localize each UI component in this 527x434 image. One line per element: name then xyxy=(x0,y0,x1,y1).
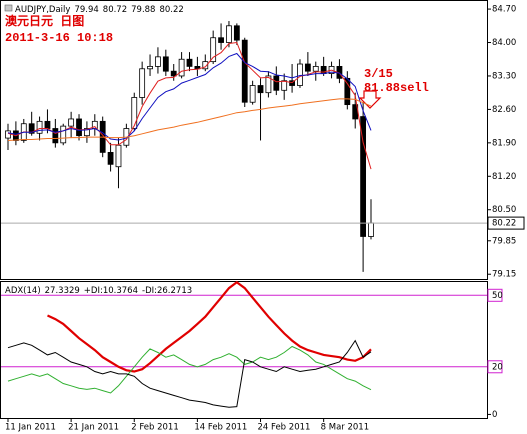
x-tick-label: 24 Feb 2011 xyxy=(258,423,311,433)
candle-body xyxy=(289,80,295,86)
candle-body xyxy=(226,25,232,43)
candle-body xyxy=(162,56,169,72)
candle-body xyxy=(115,144,122,168)
x-tick-label: 14 Feb 2011 xyxy=(194,423,247,433)
candle-body xyxy=(107,151,114,165)
candle-body xyxy=(344,77,351,106)
candle-body xyxy=(257,85,264,94)
symbol-title: AUDJPY,Daily xyxy=(15,5,70,15)
y-tick-label: 84.00 xyxy=(492,38,516,48)
y-tick-label: 81.20 xyxy=(492,172,516,182)
candle-body xyxy=(170,70,177,77)
candle-body xyxy=(131,97,138,129)
legend-name: ADX(14) xyxy=(5,286,41,296)
y-tick-label: 50 xyxy=(492,291,503,301)
candle-body xyxy=(44,120,51,129)
x-tick-label: 8 Mar 2011 xyxy=(321,423,369,433)
candle-body xyxy=(28,123,35,134)
legend-value: 10.3764 xyxy=(103,286,138,296)
candle-body xyxy=(368,222,374,237)
x-tick-label: 21 Jan 2011 xyxy=(68,423,119,433)
series-line xyxy=(7,345,372,394)
candle-body xyxy=(202,61,209,70)
level-box xyxy=(487,288,503,302)
y-tick-label: 84.70 xyxy=(492,5,516,15)
candle-body xyxy=(297,63,303,86)
candle-body xyxy=(312,66,319,72)
indicator-panel xyxy=(0,281,488,419)
annotation: 澳元日元 日图 xyxy=(5,13,84,29)
symbol-icon xyxy=(4,4,13,12)
candle-body xyxy=(147,66,153,70)
candle-body xyxy=(265,75,272,94)
series-line xyxy=(7,52,372,141)
current-price-box xyxy=(487,216,525,230)
candle-body xyxy=(155,56,161,67)
chart-header: AUDJPY,Daily 79.94 80.72 79.88 80.22 xyxy=(15,5,184,15)
indicator-legend: ADX(14) 27.3329 +DI:10.3764 -DI:26.2713 xyxy=(5,286,192,296)
current-price-label: 80.22 xyxy=(492,219,516,229)
candle-body xyxy=(52,128,59,144)
legend-value: 27.3329 xyxy=(45,286,80,296)
legend-value: 26.2713 xyxy=(157,286,192,296)
candle-body xyxy=(281,80,288,91)
level-box xyxy=(487,360,503,374)
y-tick-label: 0 xyxy=(492,410,497,420)
candle-body xyxy=(210,37,217,63)
y-tick-label: 20 xyxy=(492,362,503,372)
candle-body xyxy=(36,120,43,134)
x-tick-label: 2 Feb 2011 xyxy=(131,423,179,433)
candle-body xyxy=(273,75,280,91)
candle-body xyxy=(249,85,256,103)
candle-body xyxy=(360,116,367,237)
candle-body xyxy=(84,128,90,137)
legend-name: -DI: xyxy=(142,286,157,296)
annotation: 3/15 xyxy=(364,67,393,81)
candle-body xyxy=(60,125,67,144)
candle-body xyxy=(218,37,224,43)
y-tick-label: 80.50 xyxy=(492,205,516,215)
candle-body xyxy=(76,118,82,137)
header-open: 79.94 xyxy=(74,5,98,15)
header-close: 80.22 xyxy=(159,5,183,15)
series-line xyxy=(47,280,372,373)
annotation: 81.88sell xyxy=(364,81,429,95)
candle-body xyxy=(139,68,146,98)
y-tick-label: 82.60 xyxy=(492,105,516,115)
candle-body xyxy=(178,58,185,77)
sell-arrow xyxy=(358,90,382,109)
candle-body xyxy=(186,58,193,67)
header-low: 79.88 xyxy=(131,5,155,15)
candle-body xyxy=(5,130,11,139)
y-tick-label: 79.15 xyxy=(492,270,516,280)
series-line xyxy=(7,41,372,170)
header-high: 80.72 xyxy=(103,5,127,15)
y-tick-label: 83.30 xyxy=(492,71,516,81)
legend-name: +DI: xyxy=(84,286,103,296)
candle-body xyxy=(241,39,248,103)
candle-body xyxy=(233,25,240,41)
candle-body xyxy=(68,118,75,127)
y-tick-label: 79.85 xyxy=(492,236,516,246)
annotation: 2011-3-16 10:18 xyxy=(5,31,113,45)
candle-body xyxy=(304,63,311,72)
x-tick-label: 11 Jan 2011 xyxy=(5,423,56,433)
series-line xyxy=(7,98,372,141)
y-tick-label: 81.90 xyxy=(492,138,516,148)
series-line xyxy=(7,339,372,408)
